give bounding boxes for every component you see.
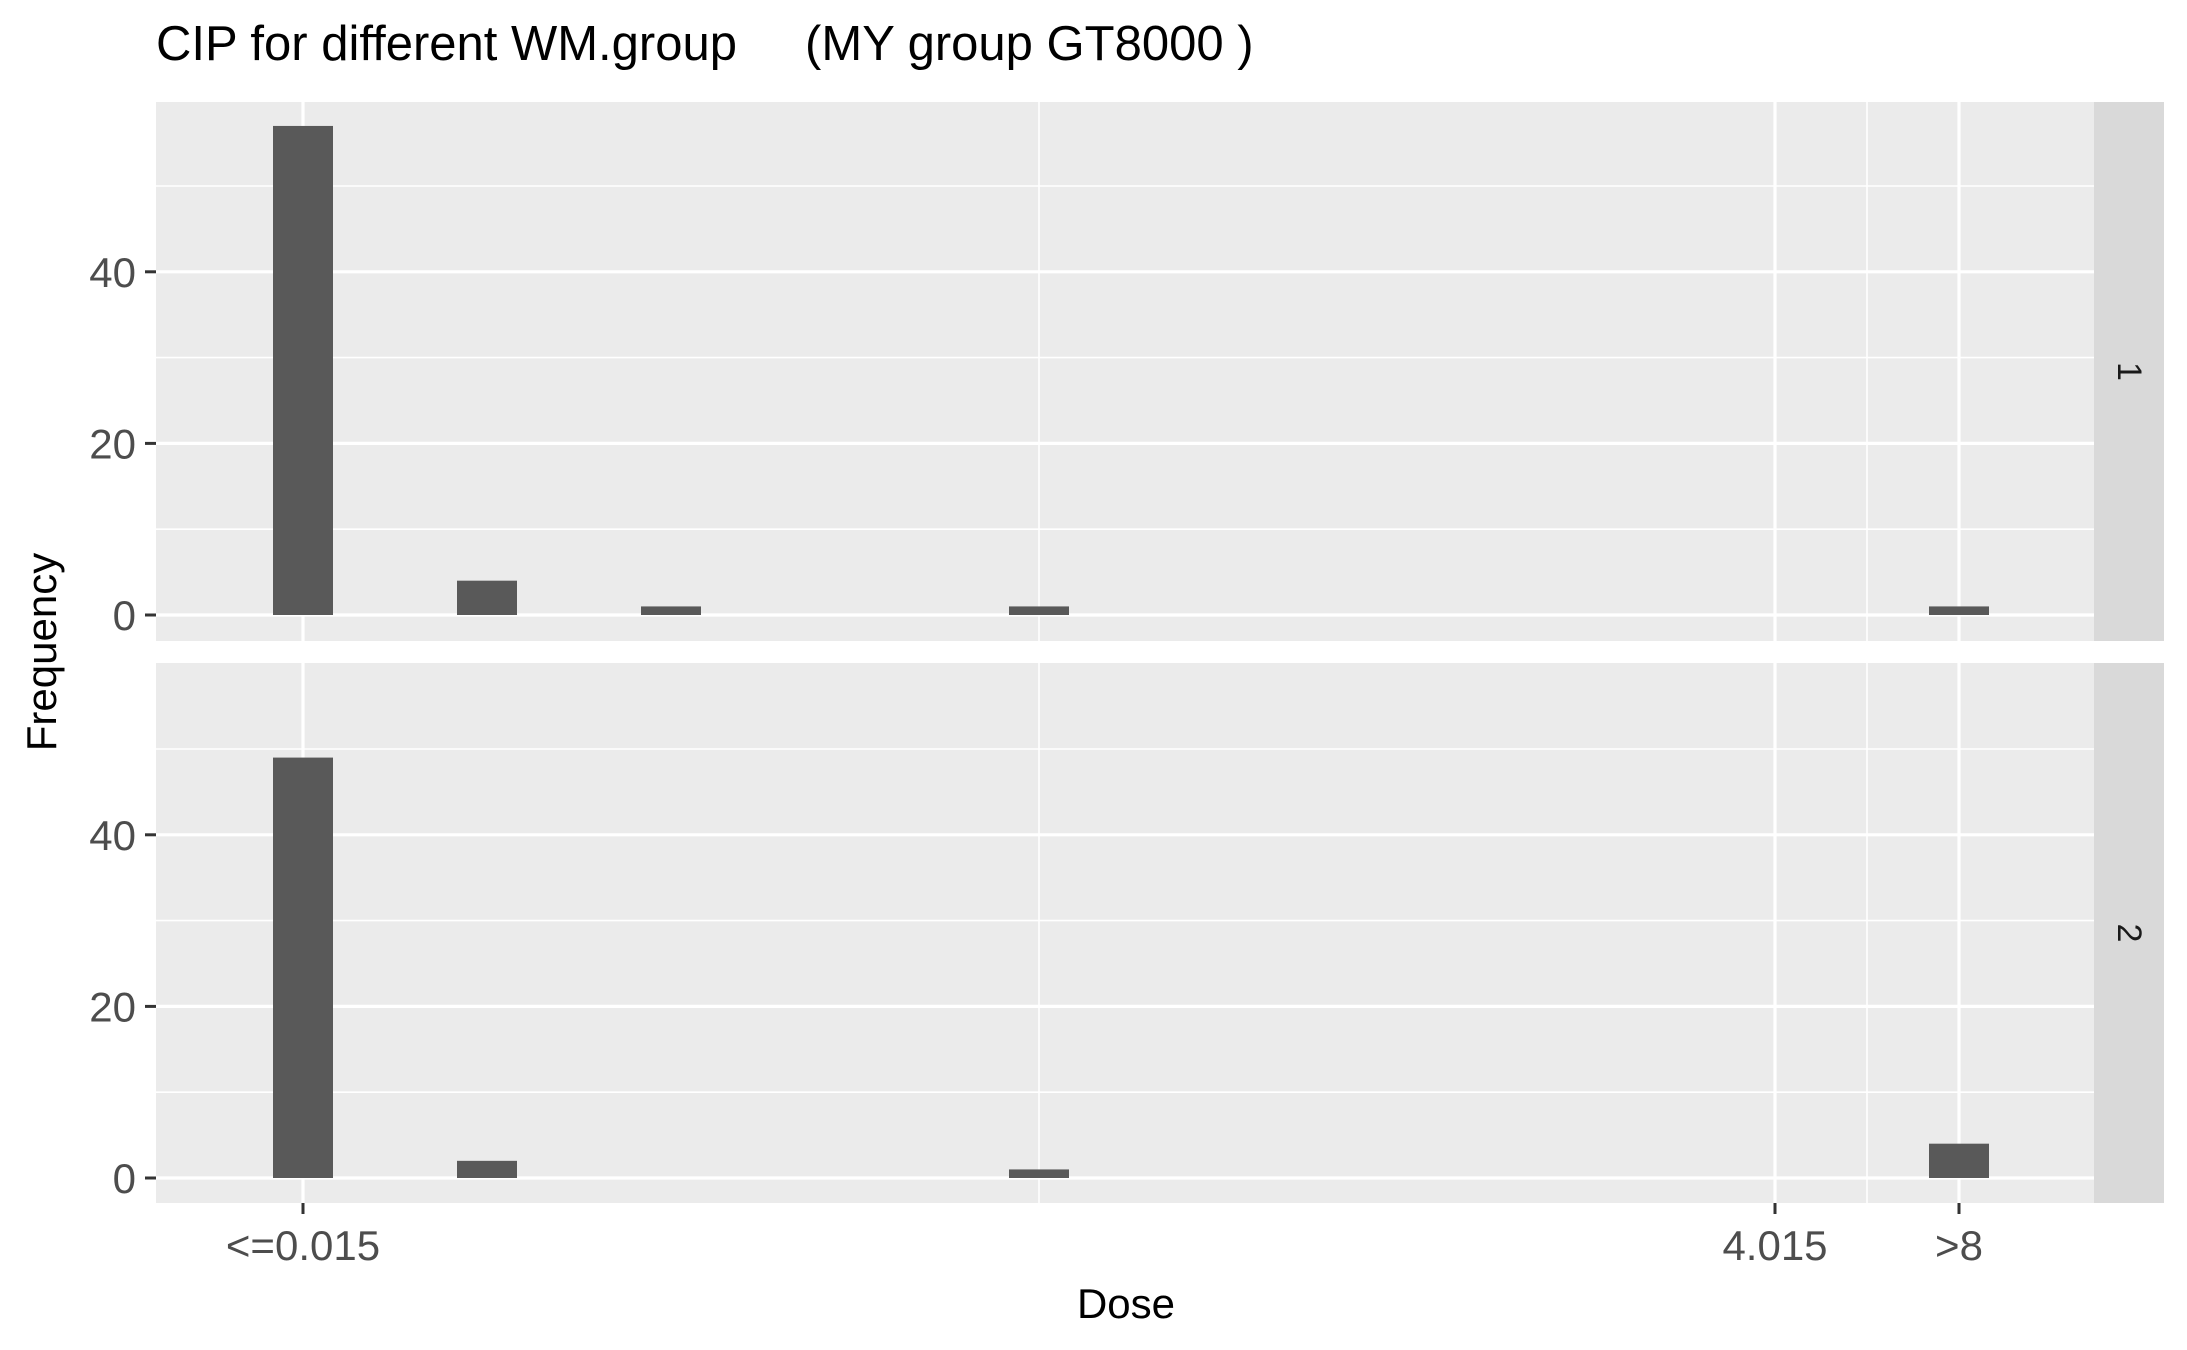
y-tick-label: 0 [113,1155,136,1202]
y-axis-title: Frequency [18,553,65,751]
bar [273,757,333,1178]
facet-panels: 0 20 40 1 0 20 40 2 [89,102,2164,1203]
facet-strip [2094,102,2164,641]
bar [1929,1143,1989,1178]
bar [641,606,701,615]
bar [1009,1169,1069,1178]
chart-title: CIP for different WM.group (MY group GT8… [156,17,1254,71]
bar [457,1160,517,1178]
y-tick-label: 0 [113,592,136,639]
bar [457,580,517,615]
bar [1009,606,1069,615]
y-tick-label: 20 [89,983,136,1030]
facet-strip-label: 2 [2110,924,2148,943]
x-tick-label: 4.015 [1722,1222,1827,1269]
bar [273,125,333,615]
x-axis: <=0.015 4.015 >8 [226,1203,1983,1269]
facet-strip-label: 1 [2110,362,2148,381]
panel-background [156,102,2094,641]
facet-panel-1: 0 20 40 1 [89,102,2164,641]
facet-strip [2094,663,2164,1203]
x-tick-label: >8 [1935,1222,1983,1269]
x-tick-label: <=0.015 [226,1222,380,1269]
facet-panel-2: 0 20 40 2 [89,663,2164,1203]
y-tick-label: 40 [89,249,136,296]
panel-background [156,663,2094,1203]
bar [1929,606,1989,615]
y-tick-label: 40 [89,812,136,859]
y-tick-label: 20 [89,420,136,467]
x-axis-title: Dose [1077,1280,1175,1327]
